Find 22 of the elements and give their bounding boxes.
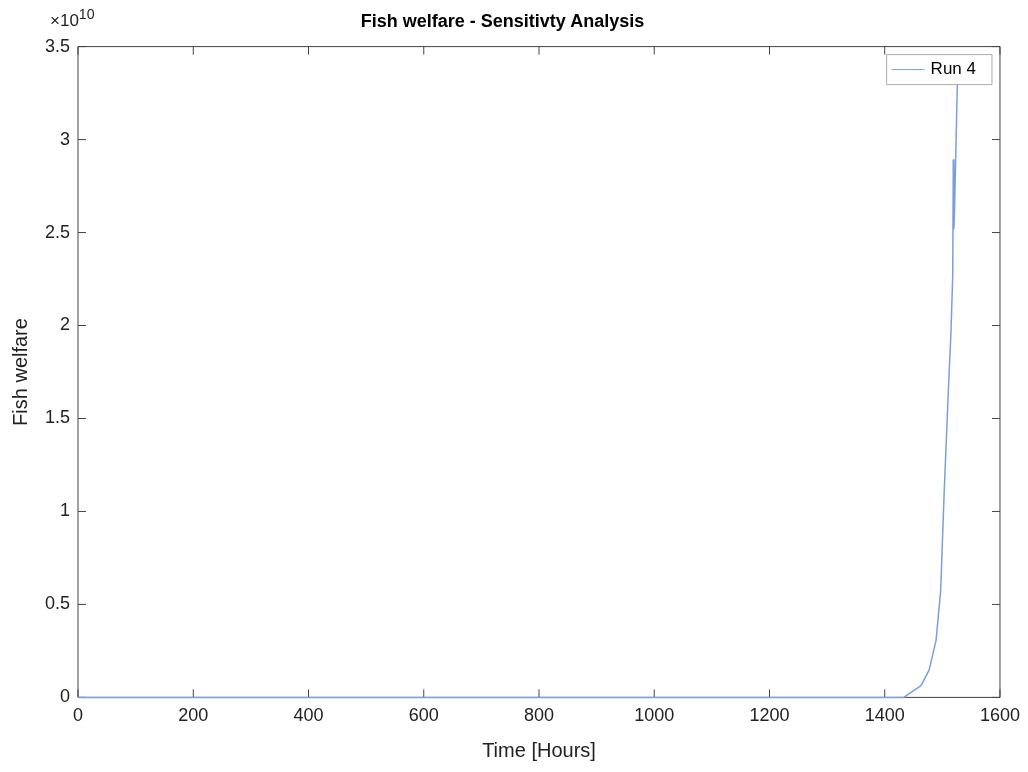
y-tick-label: 2.5 <box>44 221 71 242</box>
x-tick-label: 800 <box>523 705 555 726</box>
x-tick-label: 1400 <box>864 705 905 726</box>
y-tick-label: 0 <box>60 686 71 707</box>
y-tick-label: 1.5 <box>44 407 71 428</box>
x-tick-label: 400 <box>293 705 324 726</box>
y-tick-label: 3.5 <box>44 35 71 56</box>
x-tick-label: 200 <box>178 705 209 726</box>
x-tick-label: 1000 <box>634 705 675 726</box>
y-tick-label: 1 <box>60 500 71 521</box>
text: ×10$^{10}$ <box>50 6 95 31</box>
x-axis-title: Time [Hours] <box>482 738 596 761</box>
x-tick-label: 0 <box>73 705 84 726</box>
y-tick-label: 3 <box>60 128 71 149</box>
x-tick-label: 600 <box>408 705 439 726</box>
y-tick-label: 0.5 <box>44 593 71 614</box>
chart-title: Fish welfare - Sensitivty Analysis <box>360 10 645 31</box>
y-axis-title: Fish welfare <box>8 318 31 426</box>
x-tick-label: 1200 <box>749 705 790 726</box>
legend-label: Run 4 <box>930 59 976 79</box>
y-tick-label: 2 <box>60 314 71 335</box>
x-tick-label: 1600 <box>979 705 1020 726</box>
